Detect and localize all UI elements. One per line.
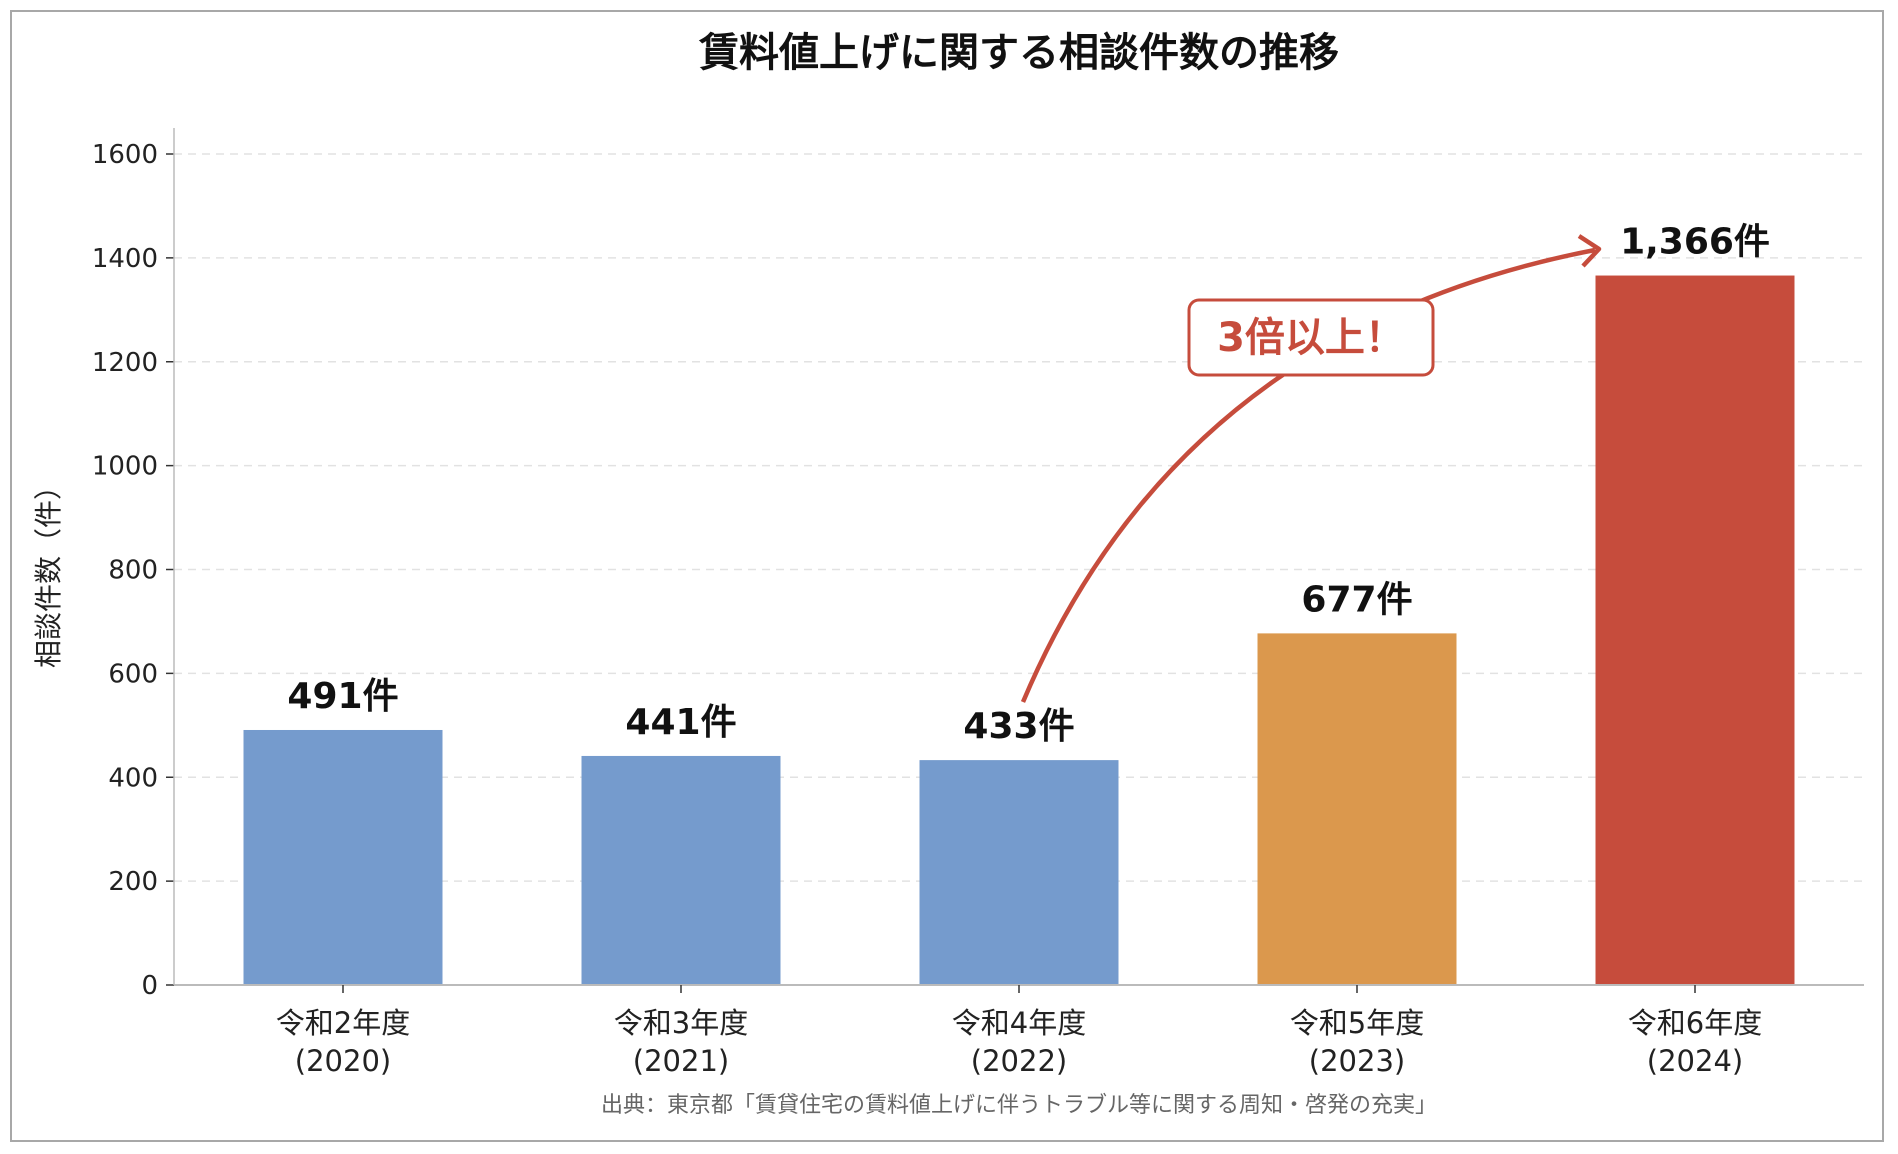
- data-label: 491件: [287, 676, 398, 717]
- chart-frame: [10, 10, 1884, 1142]
- arrowhead-icon: [1577, 234, 1602, 268]
- data-label: 441件: [625, 702, 736, 743]
- annotation-box: [1187, 298, 1435, 377]
- data-label: 433件: [963, 706, 1074, 747]
- annotation-text: 3倍以上！: [1217, 315, 1405, 361]
- y-tick-label: 800: [108, 556, 158, 586]
- bar: [1595, 275, 1795, 985]
- bar: [919, 760, 1119, 985]
- y-tick-label: 1400: [92, 244, 158, 274]
- bar: [1257, 633, 1457, 985]
- x-tick-label-year: (2021): [633, 1044, 729, 1078]
- x-tick-label-year: (2024): [1647, 1044, 1743, 1078]
- data-label: 1,366件: [1620, 222, 1770, 263]
- y-tick-label: 400: [108, 763, 158, 793]
- chart-title: 賃料値上げに関する相談件数の推移: [698, 30, 1339, 76]
- x-tick-label: 令和2年度: [276, 1006, 410, 1040]
- y-tick-label: 1000: [92, 452, 158, 482]
- x-tick-label-year: (2023): [1309, 1044, 1405, 1078]
- source-note: 出典：東京都「賃貸住宅の賃料値上げに伴うトラブル等に関する周知・啓発の充実」: [601, 1093, 1437, 1118]
- x-tick-label: 令和3年度: [614, 1006, 748, 1040]
- growth-arrow: [1020, 247, 1596, 703]
- x-tick-label-year: (2022): [971, 1044, 1067, 1078]
- y-tick-label: 1200: [92, 348, 158, 378]
- x-tick-label: 令和6年度: [1628, 1006, 1762, 1040]
- y-tick-label: 600: [108, 659, 158, 689]
- x-tick-label: 令和5年度: [1290, 1006, 1424, 1040]
- x-tick-label-year: (2020): [295, 1044, 391, 1078]
- bar: [581, 755, 781, 985]
- x-tick-label: 令和4年度: [952, 1006, 1086, 1040]
- y-axis-label: 相談件数（件）: [32, 472, 65, 668]
- y-tick-label: 0: [141, 971, 158, 1001]
- data-label: 677件: [1301, 579, 1412, 620]
- y-tick-label: 1600: [92, 140, 158, 170]
- bar: [243, 729, 443, 985]
- y-tick-label: 200: [108, 867, 158, 897]
